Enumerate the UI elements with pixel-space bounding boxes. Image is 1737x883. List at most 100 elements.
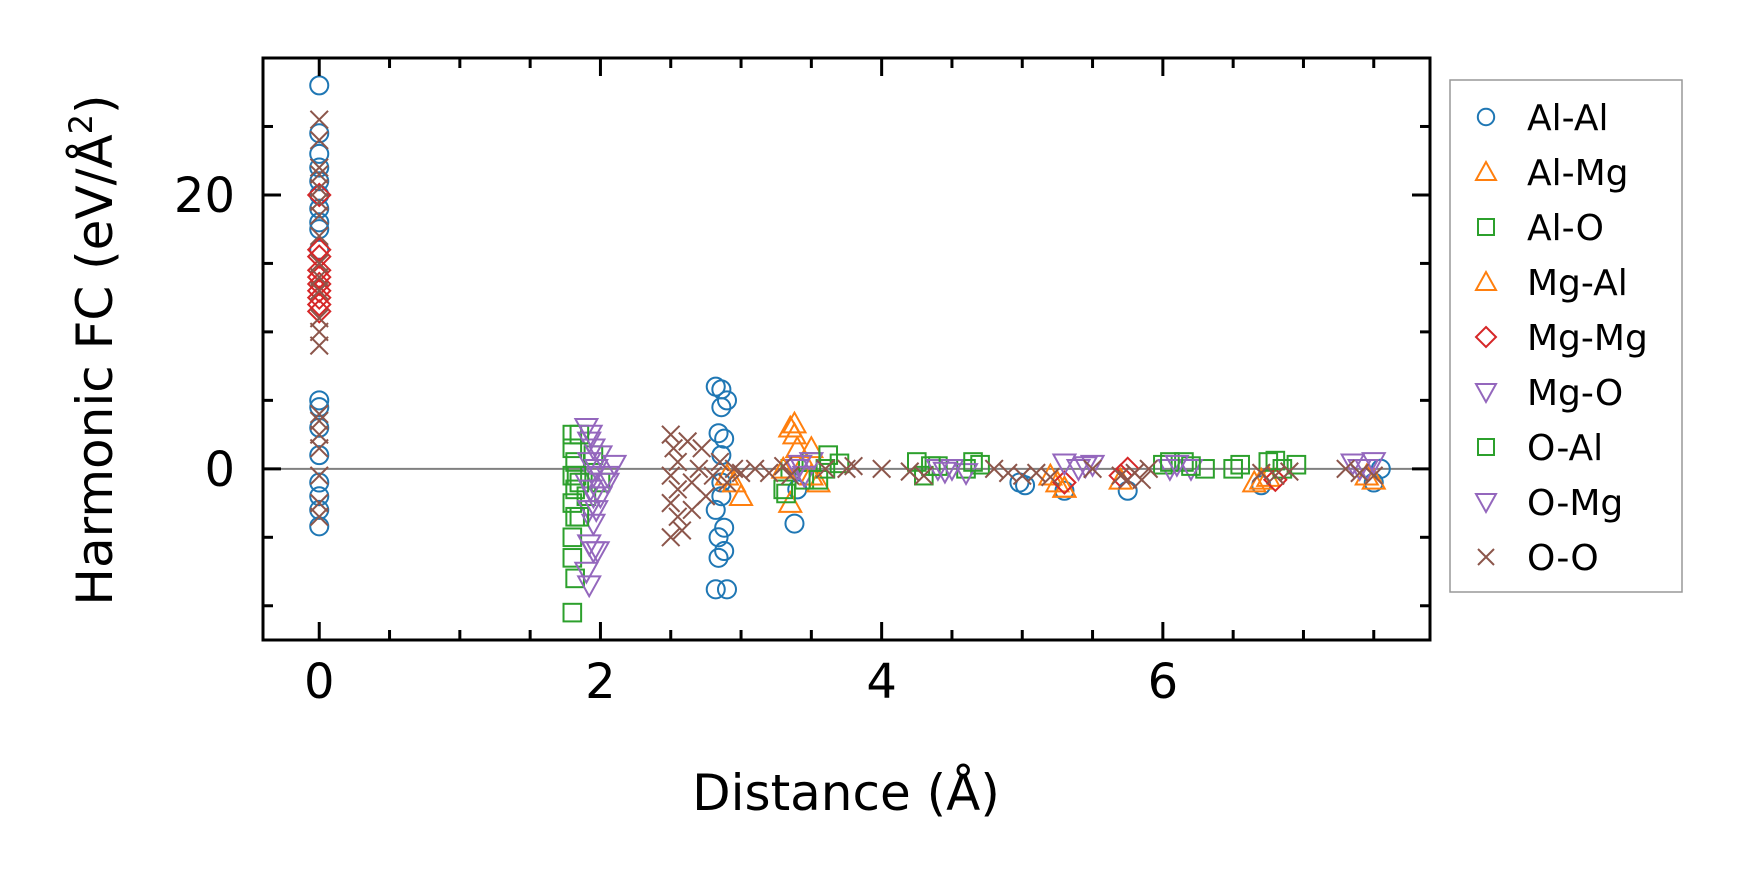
point-o-o	[309, 158, 329, 178]
point-al-al	[309, 184, 330, 205]
point-o-o	[309, 404, 329, 424]
point-mg-o	[587, 486, 614, 510]
point-o-al	[1230, 454, 1250, 475]
point-o-o	[309, 110, 329, 130]
point-al-al	[714, 540, 735, 562]
point-o-al	[818, 445, 839, 465]
point-al-al	[705, 499, 726, 520]
point-o-o	[309, 130, 329, 150]
point-o-o	[844, 456, 864, 476]
point-mg-o	[798, 452, 825, 476]
axis-labels: Distance (Å) Harmonic FC (eV/Å2)	[62, 94, 1000, 822]
legend-label-o-al: O-Al	[1527, 428, 1603, 469]
point-o-o	[672, 520, 692, 540]
point-mg-mg	[306, 271, 332, 297]
legend-marker-mg-o	[1474, 383, 1498, 405]
point-o-mg	[577, 479, 604, 503]
point-mg-o	[1065, 459, 1092, 482]
point-o-o	[1026, 463, 1046, 483]
point-o-o	[309, 493, 329, 513]
point-mg-mg	[1262, 467, 1288, 493]
point-mg-mg	[306, 285, 332, 311]
point-al-mg	[728, 483, 754, 507]
point-mg-mg	[306, 182, 332, 208]
point-al-al	[309, 212, 330, 233]
legend-label-o-o: O-O	[1527, 538, 1599, 579]
point-mg-al	[714, 462, 740, 486]
point-o-o	[661, 425, 681, 445]
point-o-o	[1265, 466, 1285, 486]
point-al-al	[708, 423, 729, 444]
point-al-al	[309, 390, 330, 411]
point-o-o	[984, 459, 1004, 479]
point-mg-o	[576, 575, 602, 599]
legend-label-mg-al: Mg-Al	[1527, 263, 1628, 304]
point-al-al	[784, 513, 805, 534]
point-o-o	[309, 192, 329, 212]
point-mg-o	[953, 463, 979, 486]
point-mg-o	[576, 452, 602, 476]
legend-marker-mg-al	[1474, 269, 1498, 291]
point-al-al	[309, 516, 330, 537]
point-mg-o	[594, 465, 621, 489]
point-o-o	[668, 507, 688, 527]
point-o-o	[664, 438, 684, 458]
point-o-o	[689, 459, 709, 479]
point-o-o	[661, 466, 681, 486]
point-al-al	[1117, 480, 1138, 501]
point-o-al	[569, 506, 590, 527]
point-mg-o	[1079, 454, 1106, 478]
point-o-o	[692, 438, 712, 458]
y-axis-title-main: Harmonic FC (eV/Å	[66, 134, 124, 605]
point-al-al	[708, 527, 729, 548]
point-o-o	[661, 493, 681, 513]
point-al-al	[714, 428, 735, 449]
point-mg-mg	[306, 292, 332, 317]
point-o-mg	[1346, 459, 1373, 482]
legend-marker-o-o	[1477, 548, 1495, 566]
point-al-al	[1015, 475, 1036, 496]
point-o-o	[309, 178, 329, 198]
point-mg-o	[573, 417, 600, 441]
point-o-o	[759, 463, 779, 483]
plot-frame: 0 2 4 6 0 20	[174, 56, 1432, 710]
point-al-al	[309, 143, 330, 164]
point-mg-al	[781, 410, 808, 434]
x-tick-label: 2	[585, 654, 616, 710]
point-al-o	[562, 493, 583, 513]
point-o-o	[309, 281, 329, 301]
point-o-o	[309, 226, 329, 246]
point-o-o	[1364, 466, 1384, 486]
point-o-o	[309, 322, 329, 342]
point-o-o	[668, 452, 688, 472]
legend: Al-Al Al-Mg Al-O Mg-Al Mg-Mg Mg-O O-Al O-Mg O-O	[1449, 79, 1683, 593]
point-o-o	[309, 425, 329, 445]
point-o-al	[776, 483, 796, 504]
point-o-o	[309, 466, 329, 486]
legend-marker-al-al	[1476, 107, 1496, 127]
point-al-al	[708, 547, 729, 568]
point-o-al	[569, 472, 590, 493]
point-o-o	[309, 507, 329, 527]
point-o-o	[1132, 470, 1152, 490]
point-al-al	[309, 445, 330, 466]
legend-label-mg-mg: Mg-Mg	[1527, 318, 1648, 359]
point-al-al	[309, 198, 330, 219]
point-al-o	[562, 602, 583, 623]
point-o-o	[872, 459, 892, 479]
point-o-o	[696, 486, 716, 506]
point-mg-mg	[306, 298, 332, 324]
point-o-o	[1083, 459, 1103, 479]
data-points	[306, 75, 1391, 623]
point-mg-o	[601, 454, 628, 478]
point-o-o	[731, 463, 751, 483]
point-mg-o	[1178, 459, 1204, 482]
point-mg-al	[798, 462, 825, 486]
point-o-al	[566, 465, 587, 486]
legend-marker-o-al	[1477, 438, 1495, 456]
point-o-o	[678, 431, 698, 451]
y-axis-title: Harmonic FC (eV/Å2)	[62, 94, 124, 605]
point-o-o	[309, 411, 329, 431]
point-o-al	[1160, 452, 1180, 472]
point-al-al	[309, 397, 330, 418]
